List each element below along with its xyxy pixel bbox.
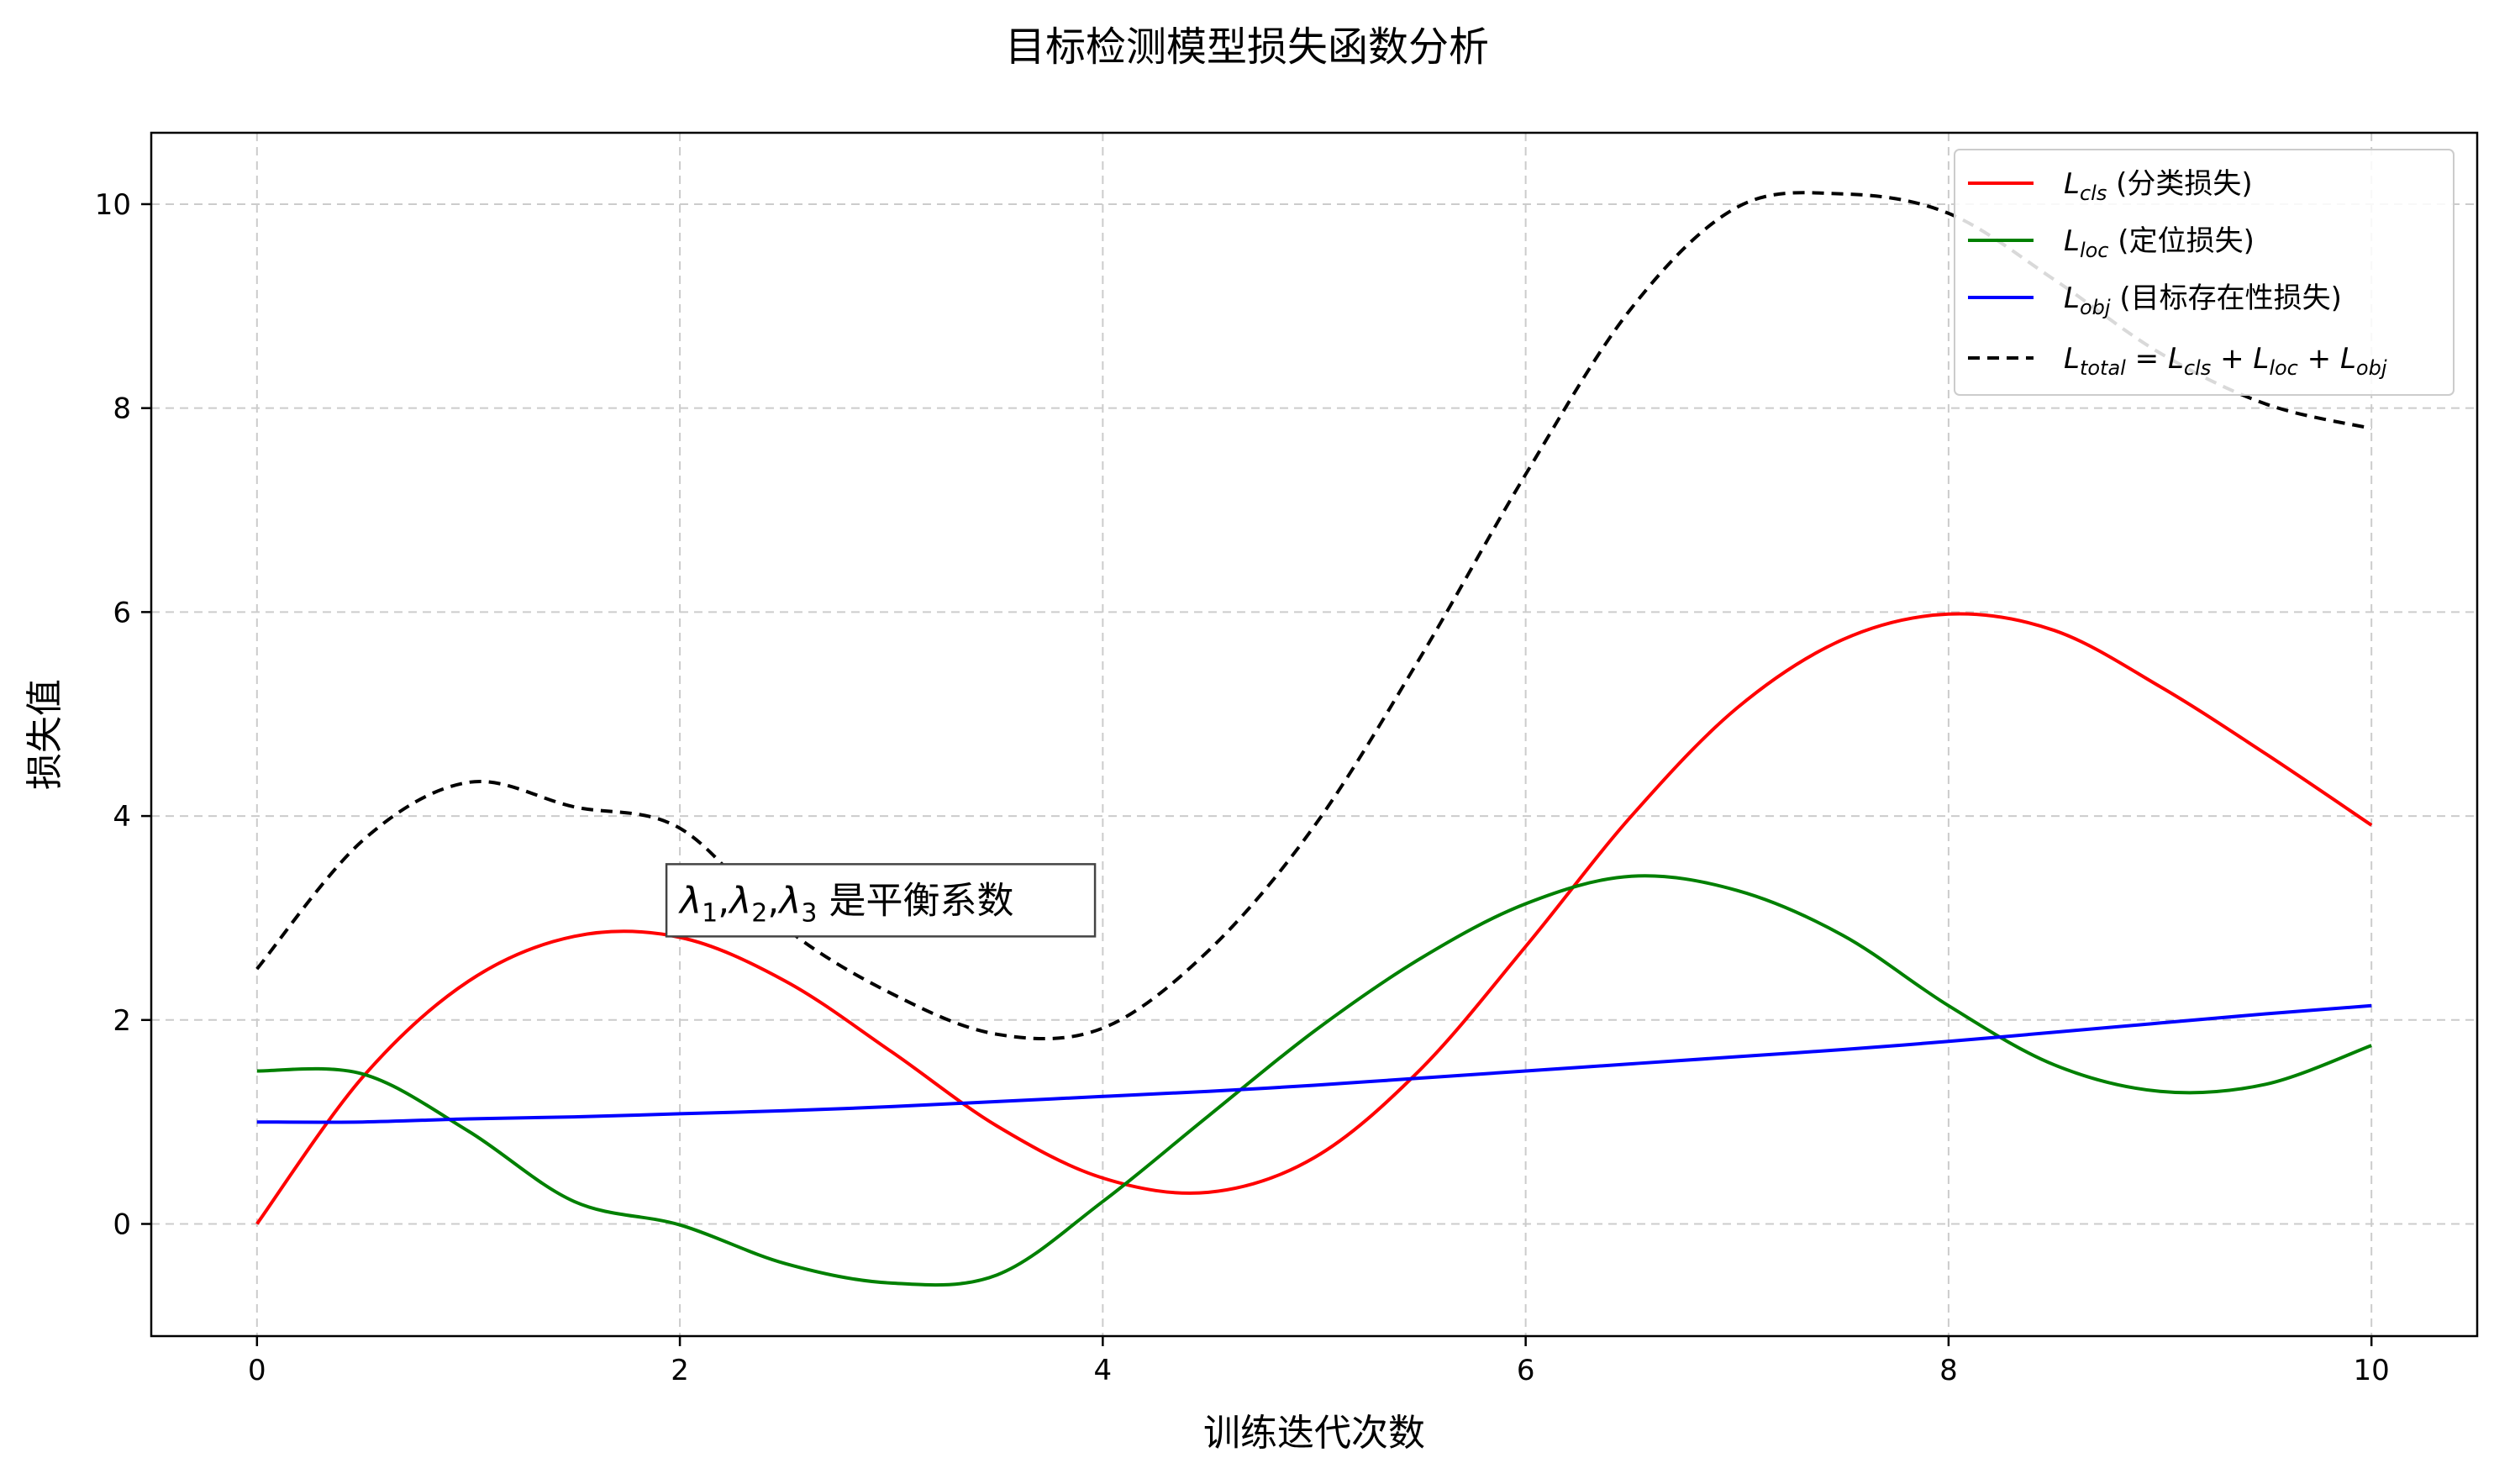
legend-total-main: L (2064, 342, 2080, 376)
y-tick-label: 8 (113, 392, 131, 426)
legend-total-eq: = L (2126, 342, 2184, 376)
legend: Lcls (分类损失) Lloc (定位损失) Lobj (目标存在性损失) L… (1954, 149, 2455, 396)
legend-total-t2: loc (2269, 356, 2298, 380)
chart-title: 目标检测模型损失函数分析 (1005, 24, 1489, 71)
series-line-loc (256, 874, 2372, 1287)
y-tick-label: 0 (113, 1208, 131, 1242)
annotation-lambda-1: λ (678, 879, 702, 922)
y-tick-label: 4 (113, 800, 131, 834)
legend-cls-sub: cls (2080, 182, 2107, 205)
x-tick-label: 6 (1517, 1354, 1535, 1387)
legend-label-cls: Lcls (分类损失) (2064, 167, 2253, 205)
annotation-comma-1: , (718, 879, 729, 922)
series-line-obj (256, 1003, 2372, 1124)
annotation-box (665, 863, 1097, 938)
x-tick-label: 2 (671, 1354, 689, 1387)
legend-box (1954, 149, 2455, 396)
legend-total-sub: total (2080, 356, 2126, 380)
annotation-sub-1: 1 (702, 898, 718, 928)
legend-obj-main: L (2064, 282, 2080, 315)
annotation-text: λ1,λ2,λ3 是平衡系数 (678, 879, 1013, 928)
annotation-lambda-3: λ (777, 879, 801, 922)
y-tick-label: 6 (113, 596, 131, 629)
legend-total-plus2: + L (2298, 342, 2356, 376)
legend-obj-sub: obj (2080, 296, 2111, 319)
y-axis-title: 损失值 (24, 679, 66, 790)
annotation-sub-3: 3 (801, 898, 817, 928)
legend-loc-suffix: (定位损失) (2109, 224, 2255, 258)
annotation-sub-2: 2 (751, 898, 767, 928)
x-tick-label: 0 (248, 1354, 266, 1387)
legend-total-t3: obj (2356, 356, 2387, 380)
y-tick-label: 2 (113, 1004, 131, 1038)
legend-loc-main: L (2064, 224, 2080, 258)
legend-cls-main: L (2064, 167, 2080, 201)
legend-label-obj: Lobj (目标存在性损失) (2064, 282, 2342, 319)
annotation: λ1,λ2,λ3 是平衡系数 (665, 863, 1097, 938)
legend-cls-suffix: (分类损失) (2107, 167, 2252, 201)
legend-total-plus1: + L (2211, 342, 2269, 376)
x-tick-label: 10 (2354, 1354, 2390, 1387)
x-axis-title: 训练迭代次数 (1203, 1412, 1425, 1455)
legend-loc-sub: loc (2080, 239, 2109, 262)
annotation-comma-2: , (767, 879, 779, 922)
series-line-cls (255, 612, 2373, 1225)
annotation-lambda-2: λ (728, 879, 751, 922)
legend-total-t1: cls (2184, 356, 2211, 380)
legend-label-total: Ltotal = Lcls + Lloc + Lobj (2064, 342, 2387, 380)
axis-ticks: 0 2 4 6 8 10 0 2 4 6 8 10 (95, 188, 2390, 1387)
grid (151, 133, 2477, 1336)
y-tick-label: 10 (95, 188, 131, 222)
x-tick-label: 4 (1094, 1354, 1113, 1387)
legend-obj-suffix: (目标存在性损失) (2111, 282, 2342, 315)
x-tick-label: 8 (1939, 1354, 1958, 1387)
annotation-suffix: 是平衡系数 (818, 879, 1014, 922)
plot-frame (150, 131, 2479, 1338)
legend-label-loc: Lloc (定位损失) (2064, 224, 2255, 262)
